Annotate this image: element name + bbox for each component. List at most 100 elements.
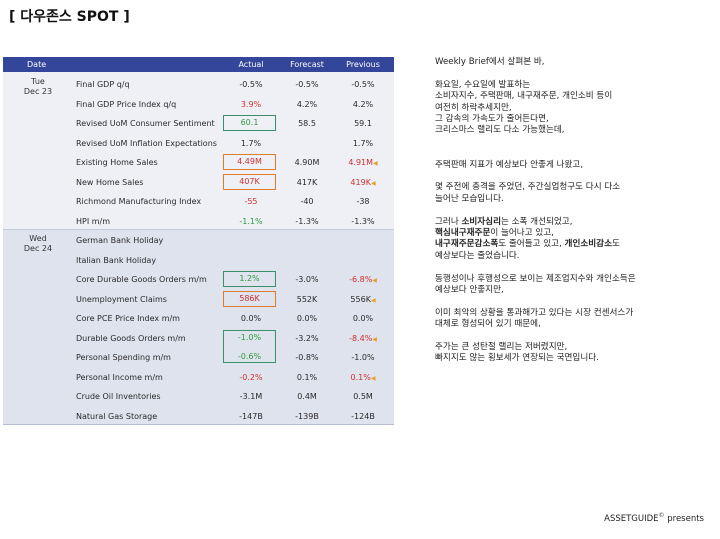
brief-line: 주가는 큰 성탄절 랠리는 저버렸지만, (435, 342, 568, 353)
day-background (3, 229, 394, 424)
actual-value-highlight: 407K (223, 173, 276, 190)
forecast-value: 417K (296, 177, 318, 187)
brief-line: 그러나 소비자심리는 소폭 개선되었고, (435, 217, 715, 228)
brief-line: 여전히 하락추세지만, (435, 102, 512, 113)
previous-text: 0.1% (350, 372, 371, 382)
bold-text: 개인소비감소 (564, 239, 612, 250)
previous-text: -8.4% (349, 333, 373, 343)
day-name: Tue (31, 77, 45, 86)
forecast-value: 4.2% (296, 99, 318, 109)
table-row: Core Durable Goods Orders m/m 1.2% -3.0%… (3, 270, 394, 290)
event-name: Personal Spending m/m (76, 353, 171, 362)
event-name: Natural Gas Storage (76, 411, 158, 421)
previous-value: 419K◀ (336, 178, 390, 187)
forecast-value: 4.90M (294, 158, 320, 167)
actual-value: -1.1% (239, 216, 263, 226)
previous-text: 556K (350, 294, 371, 304)
event-name: Revised UoM Inflation Expectations (76, 138, 217, 148)
previous-text: -6.8% (349, 275, 373, 284)
table-row: Richmond Manufacturing Index -55 -40 -38 (3, 192, 394, 212)
brief-line: 예상보다는 줄었습니다. (435, 250, 520, 261)
forecast-value: 0.0% (296, 314, 318, 323)
brief-line: 동행성이나 후행성으로 보이는 제조업지수와 개인소득은 (435, 273, 636, 284)
brief-line: 이미 최악의 상황을 통과해가고 있다는 시장 컨센서스가 (435, 307, 634, 318)
brief-line: 내구재주문감소폭도 줄어들고 있고, 개인소비감소도 (435, 239, 715, 250)
flag-icon: ◀ (372, 335, 377, 343)
event-name: Durable Goods Orders m/m (76, 333, 186, 343)
previous-text: 4.91M (348, 158, 374, 167)
event-name: Italian Bank Holiday (76, 255, 157, 265)
previous-value: -1.0% (351, 353, 375, 362)
bold-text: 핵심내구재주문 (435, 228, 491, 239)
actual-value-highlight: -0.6% (223, 344, 276, 363)
flag-icon: ◀ (373, 160, 378, 167)
text: 는 소폭 개선되었고, (501, 216, 573, 227)
header-forecast: Forecast (290, 60, 324, 69)
actual-value-highlight: 60.1 (223, 115, 276, 131)
flag-icon: ◀ (370, 179, 376, 187)
footer-credit: ASSETGUIDE© presents (604, 512, 704, 524)
previous-value: -124B (351, 411, 375, 421)
forecast-value: 0.4M (297, 392, 317, 401)
table-row: New Home Sales 407K 417K 419K◀ (3, 173, 394, 193)
brief-line: 핵심내구재주문이 늘어나고 있고, (435, 228, 715, 239)
event-name: Unemployment Claims (76, 294, 167, 304)
event-name: Crude Oil Inventories (76, 392, 161, 401)
table-row: Final GDP Price Index q/q 3.9% 4.2% 4.2% (3, 95, 394, 115)
actual-value: 3.9% (240, 99, 262, 109)
forecast-value: -3.2% (295, 333, 319, 343)
actual-value-highlight: 586K (223, 290, 276, 307)
event-name: Revised UoM Consumer Sentiment (76, 119, 215, 128)
weekly-brief-text: Weekly Brief에서 살펴본 바, 화요일, 수요일에 발표하는 소비자… (435, 57, 715, 365)
text: 도 줄어들고 있고, (498, 239, 565, 250)
actual-value-highlight: 4.49M (223, 154, 276, 170)
table-row: Personal Income m/m -0.2% 0.1% 0.1%◀ (3, 368, 394, 388)
forecast-value: 0.1% (296, 372, 318, 382)
day-separator (3, 229, 394, 230)
flag-icon: ◀ (370, 296, 376, 304)
event-name: German Bank Holiday (76, 236, 164, 245)
forecast-value: 552K (296, 294, 318, 304)
previous-value: -8.4%◀ (336, 334, 390, 343)
brief-intro: Weekly Brief에서 살펴본 바, (435, 57, 545, 67)
event-name: Final GDP Price Index q/q (76, 99, 177, 109)
previous-value: -1.3% (351, 216, 375, 226)
table-row: Italian Bank Holiday (3, 251, 394, 271)
previous-value: -38 (356, 197, 370, 206)
text: 도 (612, 239, 620, 250)
forecast-value: -3.0% (295, 275, 319, 284)
economic-calendar-table: Date Actual Forecast Previous Tue Dec 23… (3, 57, 394, 425)
header-previous: Previous (346, 60, 380, 69)
event-name: Final GDP q/q (76, 80, 130, 89)
flag-icon: ◀ (370, 374, 376, 382)
day-date: Dec 23 (23, 87, 53, 96)
bold-text: 소비자심리 (461, 216, 501, 227)
table-row: Crude Oil Inventories -3.1M 0.4M 0.5M (3, 387, 394, 407)
table-row: Revised UoM Inflation Expectations 1.7% … (3, 134, 394, 154)
table-row: Core PCE Price Index m/m 0.0% 0.0% 0.0% (3, 309, 394, 329)
event-name: Core PCE Price Index m/m (76, 314, 180, 323)
previous-text: 419K (350, 177, 371, 187)
day-date: Dec 24 (23, 244, 53, 253)
actual-value-highlight: 1.2% (223, 271, 276, 287)
previous-value: 4.2% (352, 99, 374, 109)
day-name: Wed (29, 234, 47, 243)
day-label-tue: Tue Dec 23 (3, 77, 73, 97)
actual-value: -3.1M (239, 392, 263, 401)
previous-value: 0.1%◀ (336, 373, 390, 382)
event-name: Core Durable Goods Orders m/m (76, 275, 207, 284)
header-actual: Actual (238, 60, 264, 69)
forecast-value: -0.8% (295, 353, 319, 362)
brief-line: 소비자지수, 주택판매, 내구재주문, 개인소비 등이 (435, 91, 613, 102)
table-row: Final GDP q/q -0.5% -0.5% -0.5% (3, 75, 394, 95)
brief-line: 크리스마스 랠리도 다소 가능했는데, (435, 125, 565, 136)
previous-value: 556K◀ (336, 295, 390, 304)
event-name: Richmond Manufacturing Index (76, 197, 202, 206)
brief-line: 그 감속의 가속도가 줄어든다면, (435, 114, 549, 125)
table-row: Personal Spending m/m -0.6% -0.8% -1.0% (3, 344, 394, 368)
event-name: Existing Home Sales (76, 158, 158, 167)
brief-line: 주택판매 지표가 예상보다 안좋게 나왔고, (435, 159, 584, 170)
table-row: Natural Gas Storage -147B -139B -124B (3, 407, 394, 427)
forecast-value: -40 (300, 197, 314, 206)
actual-value: 0.0% (240, 314, 262, 323)
